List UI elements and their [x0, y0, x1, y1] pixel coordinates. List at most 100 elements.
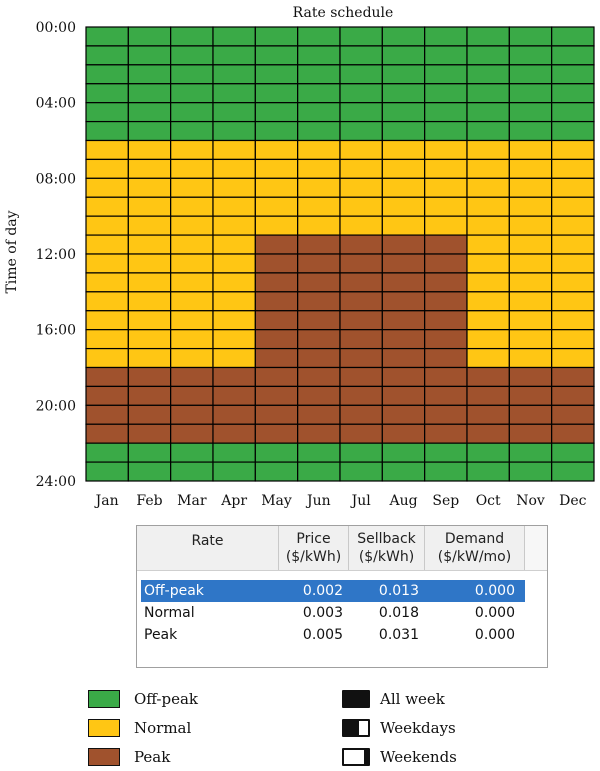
heatmap-cell[interactable] [381, 139, 426, 161]
heatmap-cell[interactable] [254, 139, 299, 161]
heatmap-cell[interactable] [85, 102, 129, 123]
heatmap-cell[interactable] [424, 64, 468, 85]
heatmap-cell[interactable] [212, 234, 256, 255]
heatmap-cell[interactable] [85, 64, 129, 85]
heatmap-cell[interactable] [424, 385, 468, 406]
heatmap-cell[interactable] [212, 215, 256, 236]
legend-item-normal[interactable]: Normal [88, 719, 191, 737]
heatmap-cell[interactable] [254, 329, 299, 350]
heatmap-cell[interactable] [466, 83, 510, 104]
heatmap-cell[interactable] [212, 177, 256, 198]
heatmap-cell[interactable] [212, 83, 256, 104]
heatmap-cell[interactable] [297, 385, 341, 406]
heatmap-cell[interactable] [127, 329, 172, 350]
heatmap-cell[interactable] [466, 423, 510, 444]
heatmap-cell[interactable] [170, 45, 214, 66]
heatmap-cell[interactable] [85, 139, 129, 161]
heatmap-cell[interactable] [170, 291, 214, 312]
heatmap-cell[interactable] [508, 291, 553, 312]
heatmap-cell[interactable] [297, 253, 341, 274]
heatmap-cell[interactable] [212, 461, 256, 482]
heatmap-cell[interactable] [381, 366, 426, 388]
heatmap-cell[interactable] [339, 215, 383, 236]
heatmap-cell[interactable] [297, 310, 341, 331]
heatmap-cell[interactable] [508, 83, 553, 104]
heatmap-cell[interactable] [381, 461, 426, 482]
heatmap-cell[interactable] [254, 234, 299, 255]
heatmap-cell[interactable] [551, 404, 595, 425]
heatmap-cell[interactable] [170, 102, 214, 123]
heatmap-cell[interactable] [254, 26, 299, 47]
heatmap-cell[interactable] [424, 442, 468, 463]
heatmap-cell[interactable] [297, 291, 341, 312]
heatmap-cell[interactable] [85, 177, 129, 198]
heatmap-cell[interactable] [424, 102, 468, 123]
heatmap-cell[interactable] [466, 272, 510, 293]
heatmap-cell[interactable] [424, 329, 468, 350]
heatmap-cell[interactable] [85, 120, 129, 142]
heatmap-cell[interactable] [212, 272, 256, 293]
heatmap-cell[interactable] [381, 215, 426, 236]
heatmap-cell[interactable] [466, 329, 510, 350]
heatmap-cell[interactable] [424, 253, 468, 274]
heatmap-cell[interactable] [170, 139, 214, 161]
heatmap-cell[interactable] [339, 291, 383, 312]
heatmap-cell[interactable] [127, 442, 172, 463]
heatmap-cell[interactable] [339, 423, 383, 444]
heatmap-cell[interactable] [424, 139, 468, 161]
heatmap-cell[interactable] [424, 26, 468, 47]
heatmap-cell[interactable] [127, 102, 172, 123]
heatmap-cell[interactable] [297, 83, 341, 104]
heatmap-cell[interactable] [170, 234, 214, 255]
heatmap-cell[interactable] [381, 158, 426, 179]
heatmap-cell[interactable] [85, 215, 129, 236]
heatmap-cell[interactable] [212, 253, 256, 274]
heatmap-cell[interactable] [127, 461, 172, 482]
heatmap-cell[interactable] [127, 120, 172, 142]
heatmap-cell[interactable] [381, 102, 426, 123]
heatmap-cell[interactable] [508, 234, 553, 255]
heatmap-cell[interactable] [339, 45, 383, 66]
heatmap-cell[interactable] [85, 158, 129, 179]
heatmap-cell[interactable] [466, 139, 510, 161]
heatmap-cell[interactable] [170, 196, 214, 217]
heatmap-cell[interactable] [212, 366, 256, 388]
heatmap-cell[interactable] [466, 196, 510, 217]
column-header-sellback[interactable]: Sellback ($/kWh) [349, 526, 425, 570]
heatmap-cell[interactable] [127, 291, 172, 312]
heatmap-cell[interactable] [254, 404, 299, 425]
heatmap-cell[interactable] [508, 423, 553, 444]
heatmap-cell[interactable] [297, 177, 341, 198]
heatmap-cell[interactable] [551, 366, 595, 388]
heatmap-cell[interactable] [254, 347, 299, 369]
heatmap-cell[interactable] [466, 64, 510, 85]
heatmap-cell[interactable] [85, 83, 129, 104]
heatmap-cell[interactable] [212, 291, 256, 312]
heatmap-cell[interactable] [508, 404, 553, 425]
heatmap-cell[interactable] [85, 26, 129, 47]
heatmap-cell[interactable] [85, 423, 129, 444]
heatmap-cell[interactable] [254, 253, 299, 274]
heatmap-cell[interactable] [466, 102, 510, 123]
heatmap-cell[interactable] [508, 442, 553, 463]
heatmap-cell[interactable] [508, 102, 553, 123]
heatmap-cell[interactable] [508, 253, 553, 274]
heatmap-cell[interactable] [508, 329, 553, 350]
heatmap-cell[interactable] [170, 158, 214, 179]
heatmap-cell[interactable] [297, 64, 341, 85]
heatmap-cell[interactable] [339, 461, 383, 482]
heatmap-cell[interactable] [424, 461, 468, 482]
heatmap-cell[interactable] [508, 120, 553, 142]
heatmap-cell[interactable] [254, 215, 299, 236]
heatmap-cell[interactable] [339, 329, 383, 350]
heatmap-cell[interactable] [339, 83, 383, 104]
mode-all-week[interactable]: All week [342, 690, 445, 708]
heatmap-cell[interactable] [297, 158, 341, 179]
heatmap-cell[interactable] [297, 423, 341, 444]
heatmap-cell[interactable] [170, 272, 214, 293]
heatmap-cell[interactable] [508, 177, 553, 198]
legend-item-off-peak[interactable]: Off-peak [88, 690, 198, 708]
heatmap-cell[interactable] [85, 291, 129, 312]
heatmap-cell[interactable] [466, 385, 510, 406]
heatmap-cell[interactable] [170, 64, 214, 85]
